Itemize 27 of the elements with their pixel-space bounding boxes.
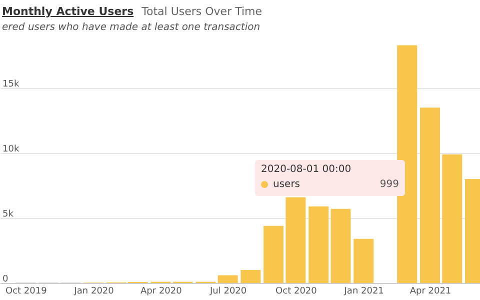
annotation: users (273, 179, 300, 190)
x-tick-label: Jul 2020 (209, 286, 247, 296)
x-tick-label: Jan 2021 (343, 286, 384, 296)
x-tick-label: Oct 2019 (5, 286, 48, 296)
text: Total Users Over Time (142, 5, 262, 18)
x-tick-label: Oct 2020 (276, 286, 318, 296)
bar (240, 270, 261, 283)
x-tick-label: Apr 2020 (140, 286, 182, 296)
y-tick-label: 0 (2, 274, 8, 284)
chart-subtitle: ered users who have made at least one transaction (2, 22, 262, 33)
annotation: 2020-08-01 00:00 (261, 164, 352, 175)
chart-title: Monthly Active Users (2, 5, 134, 18)
bar (330, 208, 351, 283)
bar (264, 226, 284, 283)
x-tick-label: Jan 2020 (73, 286, 114, 296)
bar (397, 45, 418, 283)
annotation: 999 (380, 179, 399, 190)
bar (218, 275, 238, 283)
y-tick-label: 10k (2, 144, 20, 155)
bar (420, 108, 440, 283)
x-tick-label: Apr 2021 (410, 286, 452, 296)
y-tick-label: 5k (2, 210, 14, 220)
y-tick-label: 15k (2, 80, 20, 90)
bar (286, 197, 306, 283)
bar (442, 154, 462, 283)
bar (308, 206, 329, 283)
bar (354, 238, 374, 283)
